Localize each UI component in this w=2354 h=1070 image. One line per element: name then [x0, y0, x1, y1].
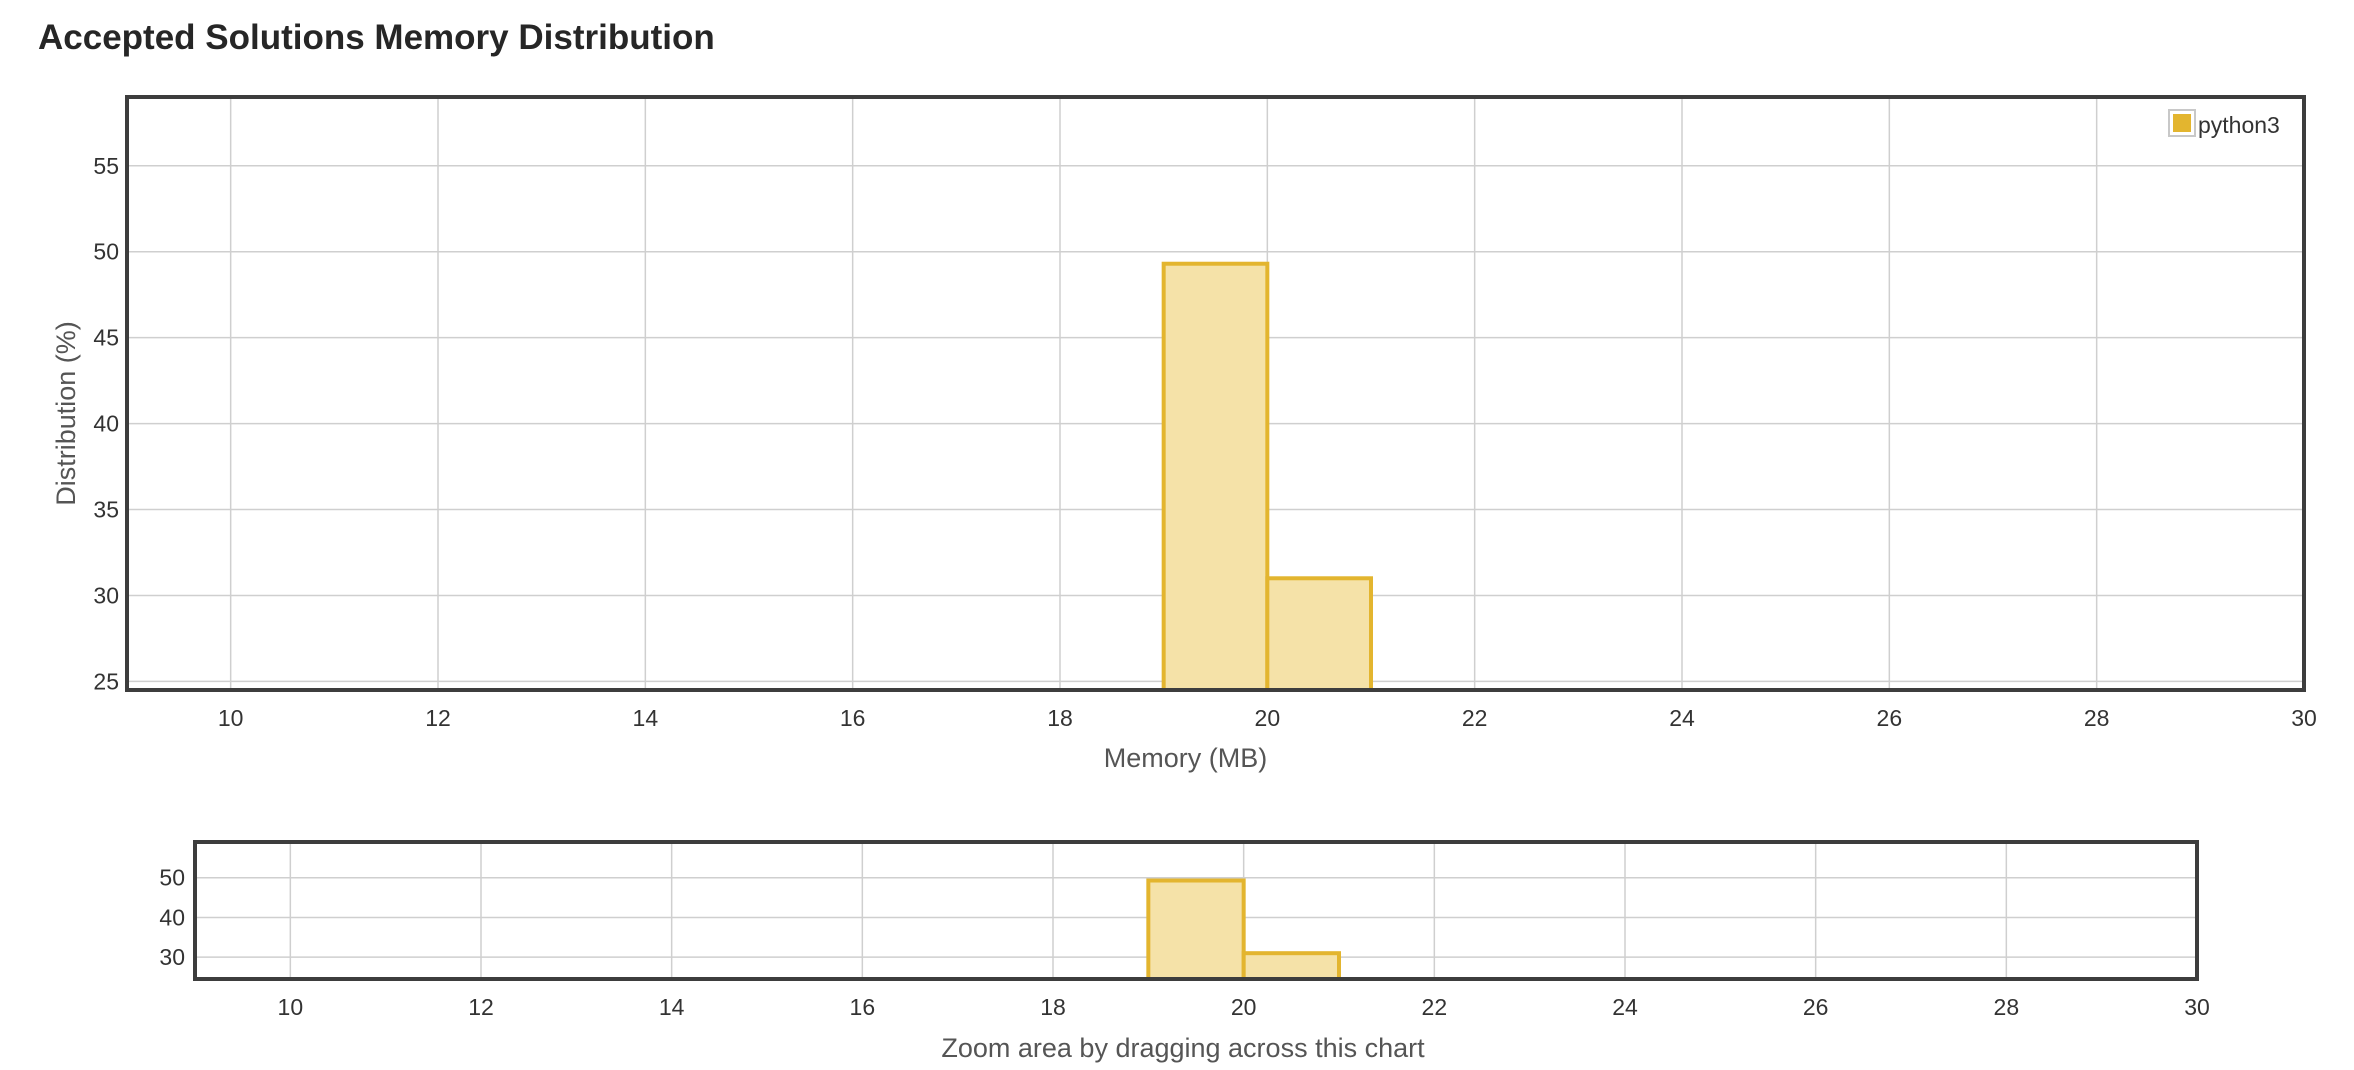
- navigator-x-tick-label: 20: [1231, 994, 1257, 1020]
- x-axis-title: Memory (MB): [1104, 743, 1268, 773]
- main-y-tick-label: 25: [93, 668, 119, 694]
- main-y-tick-labels: 25 30 35 40 45 50 55: [93, 153, 119, 695]
- main-x-tick-label: 16: [840, 705, 866, 731]
- navigator-x-tick-label: 14: [659, 994, 685, 1020]
- legend-swatch-python3: [2173, 114, 2191, 132]
- main-bars[interactable]: [1161, 261, 1374, 693]
- navigator-y-tick-label: 40: [159, 904, 185, 930]
- y-axis-title: Distribution (%): [51, 321, 81, 506]
- main-y-tick-label: 40: [93, 411, 119, 437]
- main-x-tick-label: 10: [218, 705, 244, 731]
- main-bar[interactable]: [1265, 576, 1374, 693]
- main-x-tick-label: 12: [425, 705, 451, 731]
- main-y-tick-label: 35: [93, 497, 119, 523]
- main-x-tick-label: 20: [1255, 705, 1281, 731]
- legend[interactable]: python3: [2168, 109, 2280, 138]
- navigator-x-tick-label: 30: [2184, 994, 2210, 1020]
- navigator-x-tick-label: 24: [1612, 994, 1638, 1020]
- main-y-tick-label: 50: [93, 239, 119, 265]
- navigator-x-tick-label: 18: [1040, 994, 1066, 1020]
- main-x-tick-labels: 10 12 14 16 18 20 22 24 26 28 30: [218, 705, 2317, 731]
- main-y-tick-label: 55: [93, 153, 119, 179]
- main-x-tick-label: 22: [1462, 705, 1488, 731]
- navigator-zoom-hint: Zoom area by dragging across this chart: [941, 1033, 1425, 1063]
- main-bar[interactable]: [1161, 261, 1270, 692]
- navigator-x-tick-label: 26: [1803, 994, 1829, 1020]
- main-x-tick-label: 18: [1047, 705, 1073, 731]
- navigator-x-tick-label: 22: [1422, 994, 1448, 1020]
- navigator-x-tick-label: 10: [278, 994, 304, 1020]
- navigator-bar: [1146, 878, 1246, 982]
- navigator-y-tick-label: 50: [159, 865, 185, 891]
- legend-swatch-outer: [2168, 109, 2196, 137]
- main-y-tick-label: 45: [93, 325, 119, 351]
- navigator-y-tick-label: 30: [159, 944, 185, 970]
- legend-label-python3: python3: [2198, 112, 2280, 138]
- page-title: Accepted Solutions Memory Distribution: [38, 18, 715, 57]
- main-y-tick-label: 30: [93, 582, 119, 608]
- main-x-tick-label: 28: [2084, 705, 2110, 731]
- main-x-tick-label: 14: [633, 705, 659, 731]
- navigator-x-tick-label: 16: [850, 994, 876, 1020]
- main-x-tick-label: 26: [1877, 705, 1903, 731]
- navigator-x-tick-label: 28: [1994, 994, 2020, 1020]
- navigator-bars: [1146, 878, 1341, 982]
- navigator-frame[interactable]: [193, 840, 2199, 981]
- main-x-tick-label: 24: [1669, 705, 1695, 731]
- navigator-x-tick-labels: 10 12 14 16 18 20 22 24 26 28 30: [278, 994, 2210, 1020]
- main-x-tick-label: 30: [2291, 705, 2317, 731]
- navigator-x-tick-label: 12: [468, 994, 494, 1020]
- navigator-bar: [1241, 951, 1341, 982]
- main-plot-frame: [125, 95, 2306, 692]
- navigator-y-tick-labels: 30 40 50: [159, 865, 185, 970]
